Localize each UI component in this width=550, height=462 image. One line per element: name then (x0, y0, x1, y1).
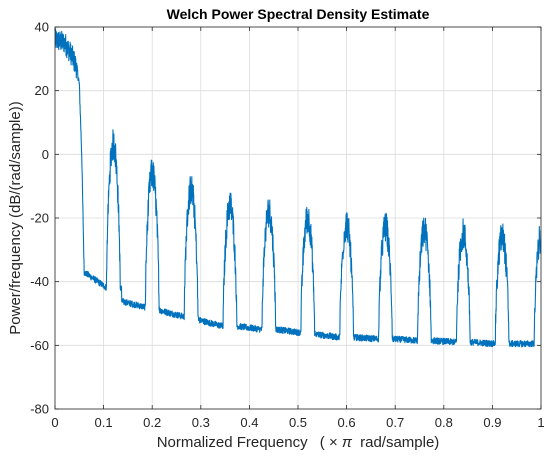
x-tick-label: 0.8 (435, 415, 453, 430)
x-tick-label: 1 (537, 415, 544, 430)
x-tick-label: 0.9 (483, 415, 501, 430)
x-tick-label: 0.1 (95, 415, 113, 430)
x-axis-label-paren: ( (320, 434, 325, 451)
y-axis-ticks: -80 -60 -40 -20 0 20 40 (30, 20, 541, 417)
psd-line (55, 28, 541, 348)
y-tick-label: -40 (30, 274, 49, 289)
x-tick-label: 0.4 (240, 415, 258, 430)
chart-title: Welch Power Spectral Density Estimate (167, 6, 430, 22)
psd-series (55, 28, 541, 348)
y-axis-label: Power/frequency (dB/(rad/sample)) (7, 101, 24, 334)
x-tick-label: 0.6 (338, 415, 356, 430)
x-tick-label: 0.5 (289, 415, 307, 430)
x-axis-label: Normalized Frequency ( × π rad/sample) (157, 434, 440, 451)
y-tick-label: -60 (30, 338, 49, 353)
x-axis-label-suffix: rad/sample) (360, 434, 439, 451)
y-tick-label: 40 (35, 20, 49, 35)
x-axis-label-prefix: Normalized Frequency (157, 434, 308, 451)
y-tick-label: -80 (30, 402, 49, 417)
x-tick-label: 0.7 (386, 415, 404, 430)
x-axis-label-pi: π (342, 434, 353, 451)
x-axis-label-times: × (329, 434, 338, 451)
y-tick-label: -20 (30, 211, 49, 226)
x-tick-label: 0.3 (192, 415, 210, 430)
x-tick-label: 0 (51, 415, 58, 430)
x-tick-label: 0.2 (143, 415, 161, 430)
x-axis-ticks: 0 0.1 0.2 0.3 0.4 0.5 0.6 0.7 0.8 0.9 1 (51, 27, 545, 430)
y-tick-label: 0 (42, 147, 49, 162)
y-tick-label: 20 (35, 83, 49, 98)
